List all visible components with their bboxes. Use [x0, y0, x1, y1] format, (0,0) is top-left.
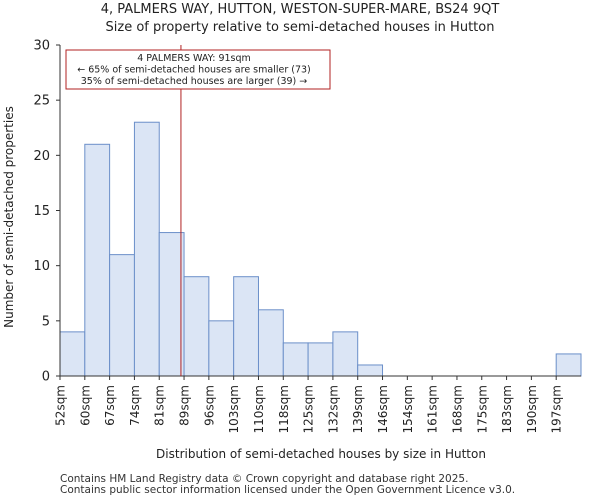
x-tick-label-132sqm: 132sqm — [326, 385, 340, 433]
x-tick-label-154sqm: 154sqm — [401, 385, 415, 433]
bars-group — [59, 121, 582, 377]
x-tick-label-89sqm: 89sqm — [178, 385, 192, 426]
annotation-line-1: 4 PALMERS WAY: 91sqm — [137, 53, 251, 64]
bar-103sqm — [233, 276, 259, 377]
x-tick-label-125sqm: 125sqm — [302, 385, 316, 433]
bar-74sqm — [133, 121, 160, 377]
y-tick-label-30: 30 — [33, 39, 50, 54]
y-tick-label-10: 10 — [33, 259, 50, 274]
x-tick-label-175sqm: 175sqm — [475, 385, 489, 433]
x-tick-label-139sqm: 139sqm — [351, 385, 365, 433]
bar-81sqm — [158, 232, 185, 377]
x-tick-label-168sqm: 168sqm — [450, 385, 464, 433]
annotation-box — [65, 49, 331, 90]
y-tick-label-25: 25 — [33, 94, 50, 109]
bar-118sqm — [282, 342, 309, 377]
chart-title: 4, PALMERS WAY, HUTTON, WESTON-SUPER-MAR… — [100, 2, 500, 17]
y-tick-label-0: 0 — [42, 370, 50, 385]
bar-110sqm — [257, 309, 284, 377]
x-tick-label-118sqm: 118sqm — [277, 385, 291, 433]
x-tick-label-103sqm: 103sqm — [227, 385, 241, 433]
x-tick-label-67sqm: 67sqm — [103, 385, 117, 426]
x-tick-label-183sqm: 183sqm — [500, 385, 514, 433]
annotation-line-2: ← 65% of semi-detached houses are smalle… — [77, 65, 311, 76]
bar-132sqm — [332, 331, 359, 377]
bar-139sqm — [357, 364, 384, 377]
bar-67sqm — [109, 254, 135, 377]
y-tick-label-5: 5 — [42, 314, 50, 329]
bar-125sqm — [307, 342, 334, 377]
x-tick-label-146sqm: 146sqm — [376, 385, 390, 433]
x-tick-label-190sqm: 190sqm — [525, 385, 539, 433]
x-tick-label-60sqm: 60sqm — [78, 385, 92, 426]
x-tick-label-110sqm: 110sqm — [252, 385, 266, 433]
x-axis-label: Distribution of semi-detached houses by … — [156, 447, 486, 461]
y-tick-label-15: 15 — [33, 204, 50, 219]
bar-96sqm — [208, 320, 235, 377]
bar-52sqm — [59, 331, 86, 377]
x-tick-label-81sqm: 81sqm — [153, 385, 167, 426]
annotation-line-3: 35% of semi-detached houses are larger (… — [81, 76, 308, 87]
y-axis-label: Number of semi-detached properties — [2, 106, 16, 328]
marker-group: 4 PALMERS WAY: 91sqm← 65% of semi-detach… — [65, 45, 331, 376]
chart-subtitle: Size of property relative to semi-detach… — [105, 20, 495, 35]
footer-line-2: Contains public sector information licen… — [60, 484, 516, 496]
bar-60sqm — [84, 143, 111, 377]
x-tick-label-197sqm: 197sqm — [550, 385, 564, 433]
ticks-group: 0 5 10 15 20 25 30 52sqm 60sqm 67sqm 74sqm 81sqm 89s… — [33, 39, 563, 434]
x-tick-label-96sqm: 96sqm — [202, 385, 216, 426]
bar-89sqm — [183, 276, 210, 377]
footer-line-1: Contains HM Land Registry data © Crown c… — [60, 473, 469, 485]
y-tick-label-20: 20 — [33, 149, 50, 164]
bar-197sqm — [555, 353, 582, 377]
x-tick-label-161sqm: 161sqm — [426, 385, 440, 433]
x-tick-label-52sqm: 52sqm — [54, 385, 68, 426]
x-tick-label-74sqm: 74sqm — [128, 385, 142, 426]
